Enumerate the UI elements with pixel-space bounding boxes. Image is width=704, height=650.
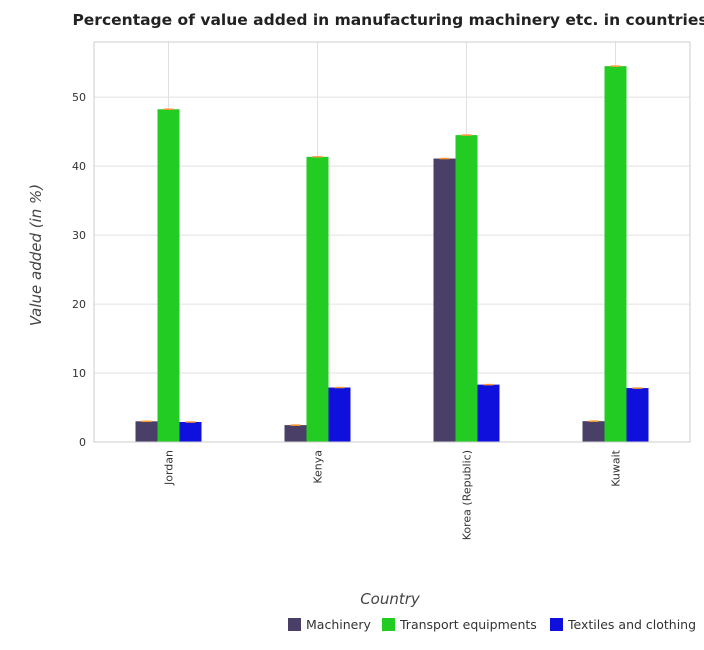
bar bbox=[157, 109, 180, 442]
legend-label: Textiles and clothing bbox=[567, 617, 696, 632]
bar bbox=[455, 135, 478, 442]
bar bbox=[477, 384, 500, 442]
legend-swatch bbox=[382, 618, 395, 631]
bar bbox=[306, 156, 329, 443]
y-tick-label: 30 bbox=[72, 229, 86, 242]
axes-layer: 0 10 20 30 40 50 Jordan Kenya Korea (Republic) Ku… bbox=[72, 41, 691, 540]
y-tick-label: 0 bbox=[79, 436, 86, 449]
chart-title: Percentage of value added in manufacturi… bbox=[72, 11, 704, 29]
y-tick-label: 50 bbox=[72, 91, 86, 104]
legend-swatch bbox=[550, 618, 563, 631]
legend: Machinery Transport equipments Textiles an… bbox=[288, 617, 696, 632]
legend-swatch bbox=[288, 618, 301, 631]
legend-label: Machinery bbox=[306, 617, 371, 632]
y-tick-label: 40 bbox=[72, 160, 86, 173]
bar bbox=[284, 425, 307, 442]
bar bbox=[433, 158, 456, 442]
bar bbox=[626, 388, 649, 442]
y-tick-label: 20 bbox=[72, 298, 86, 311]
bar bbox=[582, 421, 605, 442]
x-tick-label: Kenya bbox=[312, 450, 325, 484]
y-tick-label: 10 bbox=[72, 367, 86, 380]
grid-layer bbox=[94, 42, 690, 443]
x-tick-label: Kuwait bbox=[610, 449, 623, 486]
bar bbox=[179, 422, 202, 442]
plot-frame bbox=[93, 41, 691, 443]
y-axis-label: Value added (in %) bbox=[27, 184, 45, 326]
bars-layer bbox=[135, 65, 649, 443]
bar bbox=[604, 66, 627, 442]
bar bbox=[135, 421, 158, 442]
legend-label: Transport equipments bbox=[399, 617, 537, 632]
bar bbox=[328, 387, 351, 442]
x-axis-label: Country bbox=[360, 590, 421, 608]
x-tick-label: Jordan bbox=[163, 450, 176, 486]
x-tick-label: Korea (Republic) bbox=[461, 450, 474, 540]
